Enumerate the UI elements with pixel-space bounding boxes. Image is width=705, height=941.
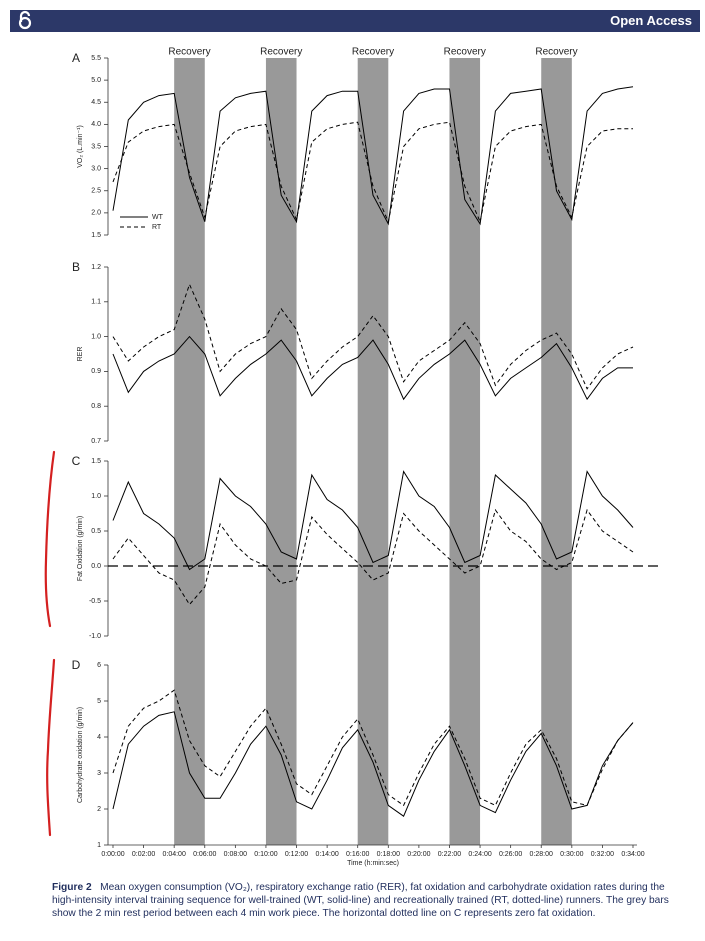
panel-label: D [72, 658, 81, 672]
recovery-band [357, 58, 389, 845]
series-line [112, 689, 634, 807]
open-access-logo [18, 10, 32, 30]
y-tick-label: 4.0 [91, 121, 101, 128]
y-axis-label: Fat Oxidation (g/min) [77, 516, 84, 581]
y-tick-label: 4 [97, 734, 101, 741]
series-line [112, 470, 634, 571]
series-line [112, 283, 634, 390]
recovery-band [265, 58, 297, 845]
panel-label: C [72, 454, 81, 468]
y-axis-label: Carbohydrate oxidation (g/min) [77, 707, 84, 803]
y-tick-label: 1.5 [91, 232, 101, 239]
y-tick-label: 4.5 [91, 99, 101, 106]
y-tick-label: 5.5 [91, 55, 101, 62]
header-bar: Open Access [10, 10, 700, 32]
x-tick-label: 0:28:00 [530, 851, 553, 858]
x-tick-label: 0:02:00 [132, 851, 155, 858]
x-tick-label: 0:34:00 [621, 851, 644, 858]
caption-text: Mean oxygen consumption (VO₂), respirato… [52, 882, 669, 919]
x-tick-label: 0:04:00 [162, 851, 185, 858]
y-tick-label: 5 [97, 698, 101, 705]
y-tick-label: 1.5 [91, 458, 101, 465]
annotation-marks [44, 450, 56, 837]
x-tick-label: 0:00:00 [101, 851, 124, 858]
y-tick-label: 1.2 [91, 264, 101, 271]
y-tick-label: 6 [97, 662, 101, 669]
recovery-band [174, 58, 205, 845]
band-label: Recovery [168, 47, 210, 58]
y-tick-label: 2 [97, 806, 101, 813]
x-axis-label: Time (h:min:sec) [347, 860, 399, 867]
series-line [112, 86, 634, 226]
x-tick-label: 0:10:00 [254, 851, 277, 858]
bands [174, 58, 572, 845]
legend-label: WT [152, 214, 164, 221]
panel-label: A [72, 51, 80, 65]
recovery-band [449, 58, 481, 845]
x-tick-label: 0:26:00 [499, 851, 522, 858]
y-tick-label: 0.8 [91, 403, 101, 410]
y-tick-label: -0.5 [89, 598, 101, 605]
x-tick-label: 0:14:00 [315, 851, 338, 858]
panel-label: B [72, 260, 80, 274]
y-tick-label: 3.5 [91, 143, 101, 150]
band-label: Recovery [444, 47, 486, 58]
y-axis-label: RER [77, 347, 84, 362]
y-tick-label: 1.1 [91, 299, 101, 306]
series-line [112, 121, 633, 224]
y-tick-label: -1.0 [89, 633, 101, 640]
legend-label: RT [152, 224, 162, 231]
x-tick-label: 0:32:00 [591, 851, 614, 858]
x-tick-label: 0:12:00 [285, 851, 308, 858]
y-tick-label: 1.0 [91, 493, 101, 500]
y-tick-label: 0.0 [91, 563, 101, 570]
recovery-band [541, 58, 572, 845]
x-tick-label: 0:06:00 [193, 851, 216, 858]
band-label: Recovery [535, 47, 577, 58]
y-axis-label: VO₂ (L.min⁻¹) [77, 125, 84, 168]
y-tick-label: 0.7 [91, 438, 101, 445]
y-tick-label: 5.0 [91, 77, 101, 84]
band-label: Recovery [352, 47, 394, 58]
series-line [112, 508, 634, 606]
x-tick-label: 0:16:00 [346, 851, 369, 858]
y-tick-label: 3.0 [91, 165, 101, 172]
x-tick-label: 0:22:00 [438, 851, 461, 858]
series-line [112, 335, 633, 401]
series-line [112, 711, 634, 817]
y-tick-label: 2.0 [91, 210, 101, 217]
y-tick-label: 0.9 [91, 368, 101, 375]
caption-label: Figure 2 [52, 882, 92, 893]
x-tick-label: 0:30:00 [560, 851, 583, 858]
x-tick-label: 0:18:00 [377, 851, 400, 858]
y-tick-label: 2.5 [91, 188, 101, 195]
y-tick-label: 0.5 [91, 528, 101, 535]
caption: Figure 2 Mean oxygen consumption (VO₂), … [52, 881, 672, 920]
open-access-label: Open Access [610, 13, 692, 28]
y-tick-label: 3 [97, 770, 101, 777]
y-tick-label: 1.0 [91, 333, 101, 340]
x-tick-label: 0:08:00 [224, 851, 247, 858]
x-tick-label: 0:20:00 [407, 851, 430, 858]
y-tick-label: 1 [97, 842, 101, 849]
band-label: Recovery [260, 47, 302, 58]
x-tick-label: 0:24:00 [468, 851, 491, 858]
